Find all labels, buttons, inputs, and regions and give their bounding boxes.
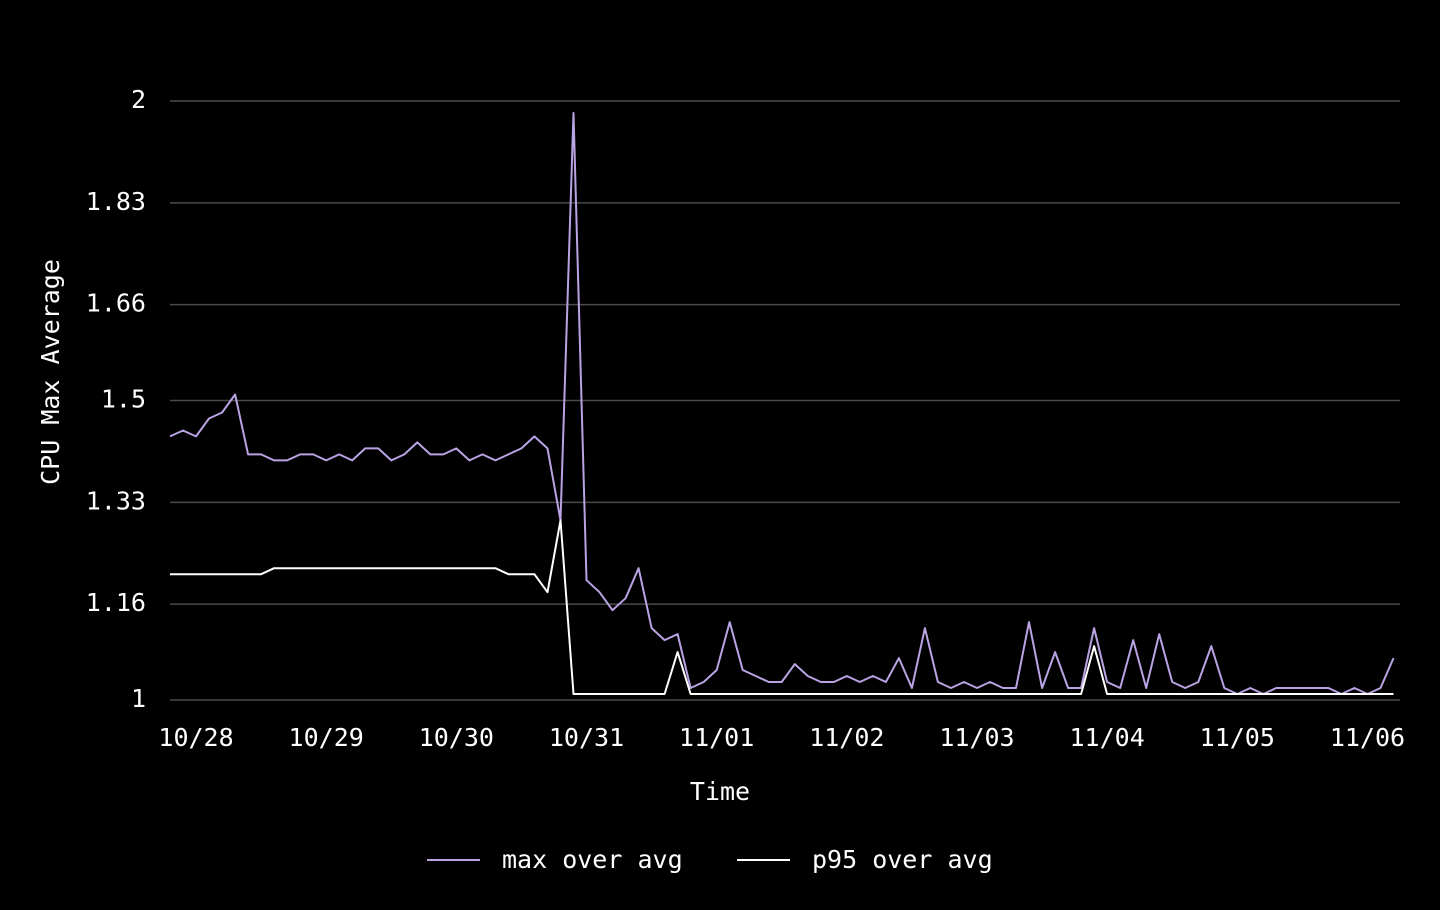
line-series [170,519,1394,695]
y-tick-label: 1.66 [86,289,146,318]
x-tick-label: 11/02 [809,723,884,752]
x-tick-label: 10/28 [158,723,233,752]
x-tick-label: 10/31 [549,723,624,752]
x-tick-label: 11/05 [1200,723,1275,752]
y-axis-label: CPU Max Average [36,259,65,485]
y-tick-label: 1.83 [86,187,146,216]
x-tick-label: 11/01 [679,723,754,752]
x-tick-label: 11/04 [1070,723,1145,752]
x-tick-label: 10/30 [419,723,494,752]
y-tick-label: 1.16 [86,588,146,617]
y-tick-label: 1 [131,684,146,713]
x-tick-label: 11/06 [1330,723,1405,752]
y-tick-label: 2 [131,85,146,114]
legend-label: max over avg [502,845,683,874]
line-series [169,112,1395,695]
x-tick-label: 10/29 [289,723,364,752]
x-tick-label: 11/03 [939,723,1014,752]
y-tick-label: 1.5 [101,385,146,414]
legend-label: p95 over avg [812,845,993,874]
y-tick-label: 1.33 [86,486,146,515]
x-axis-label: Time [690,777,750,806]
